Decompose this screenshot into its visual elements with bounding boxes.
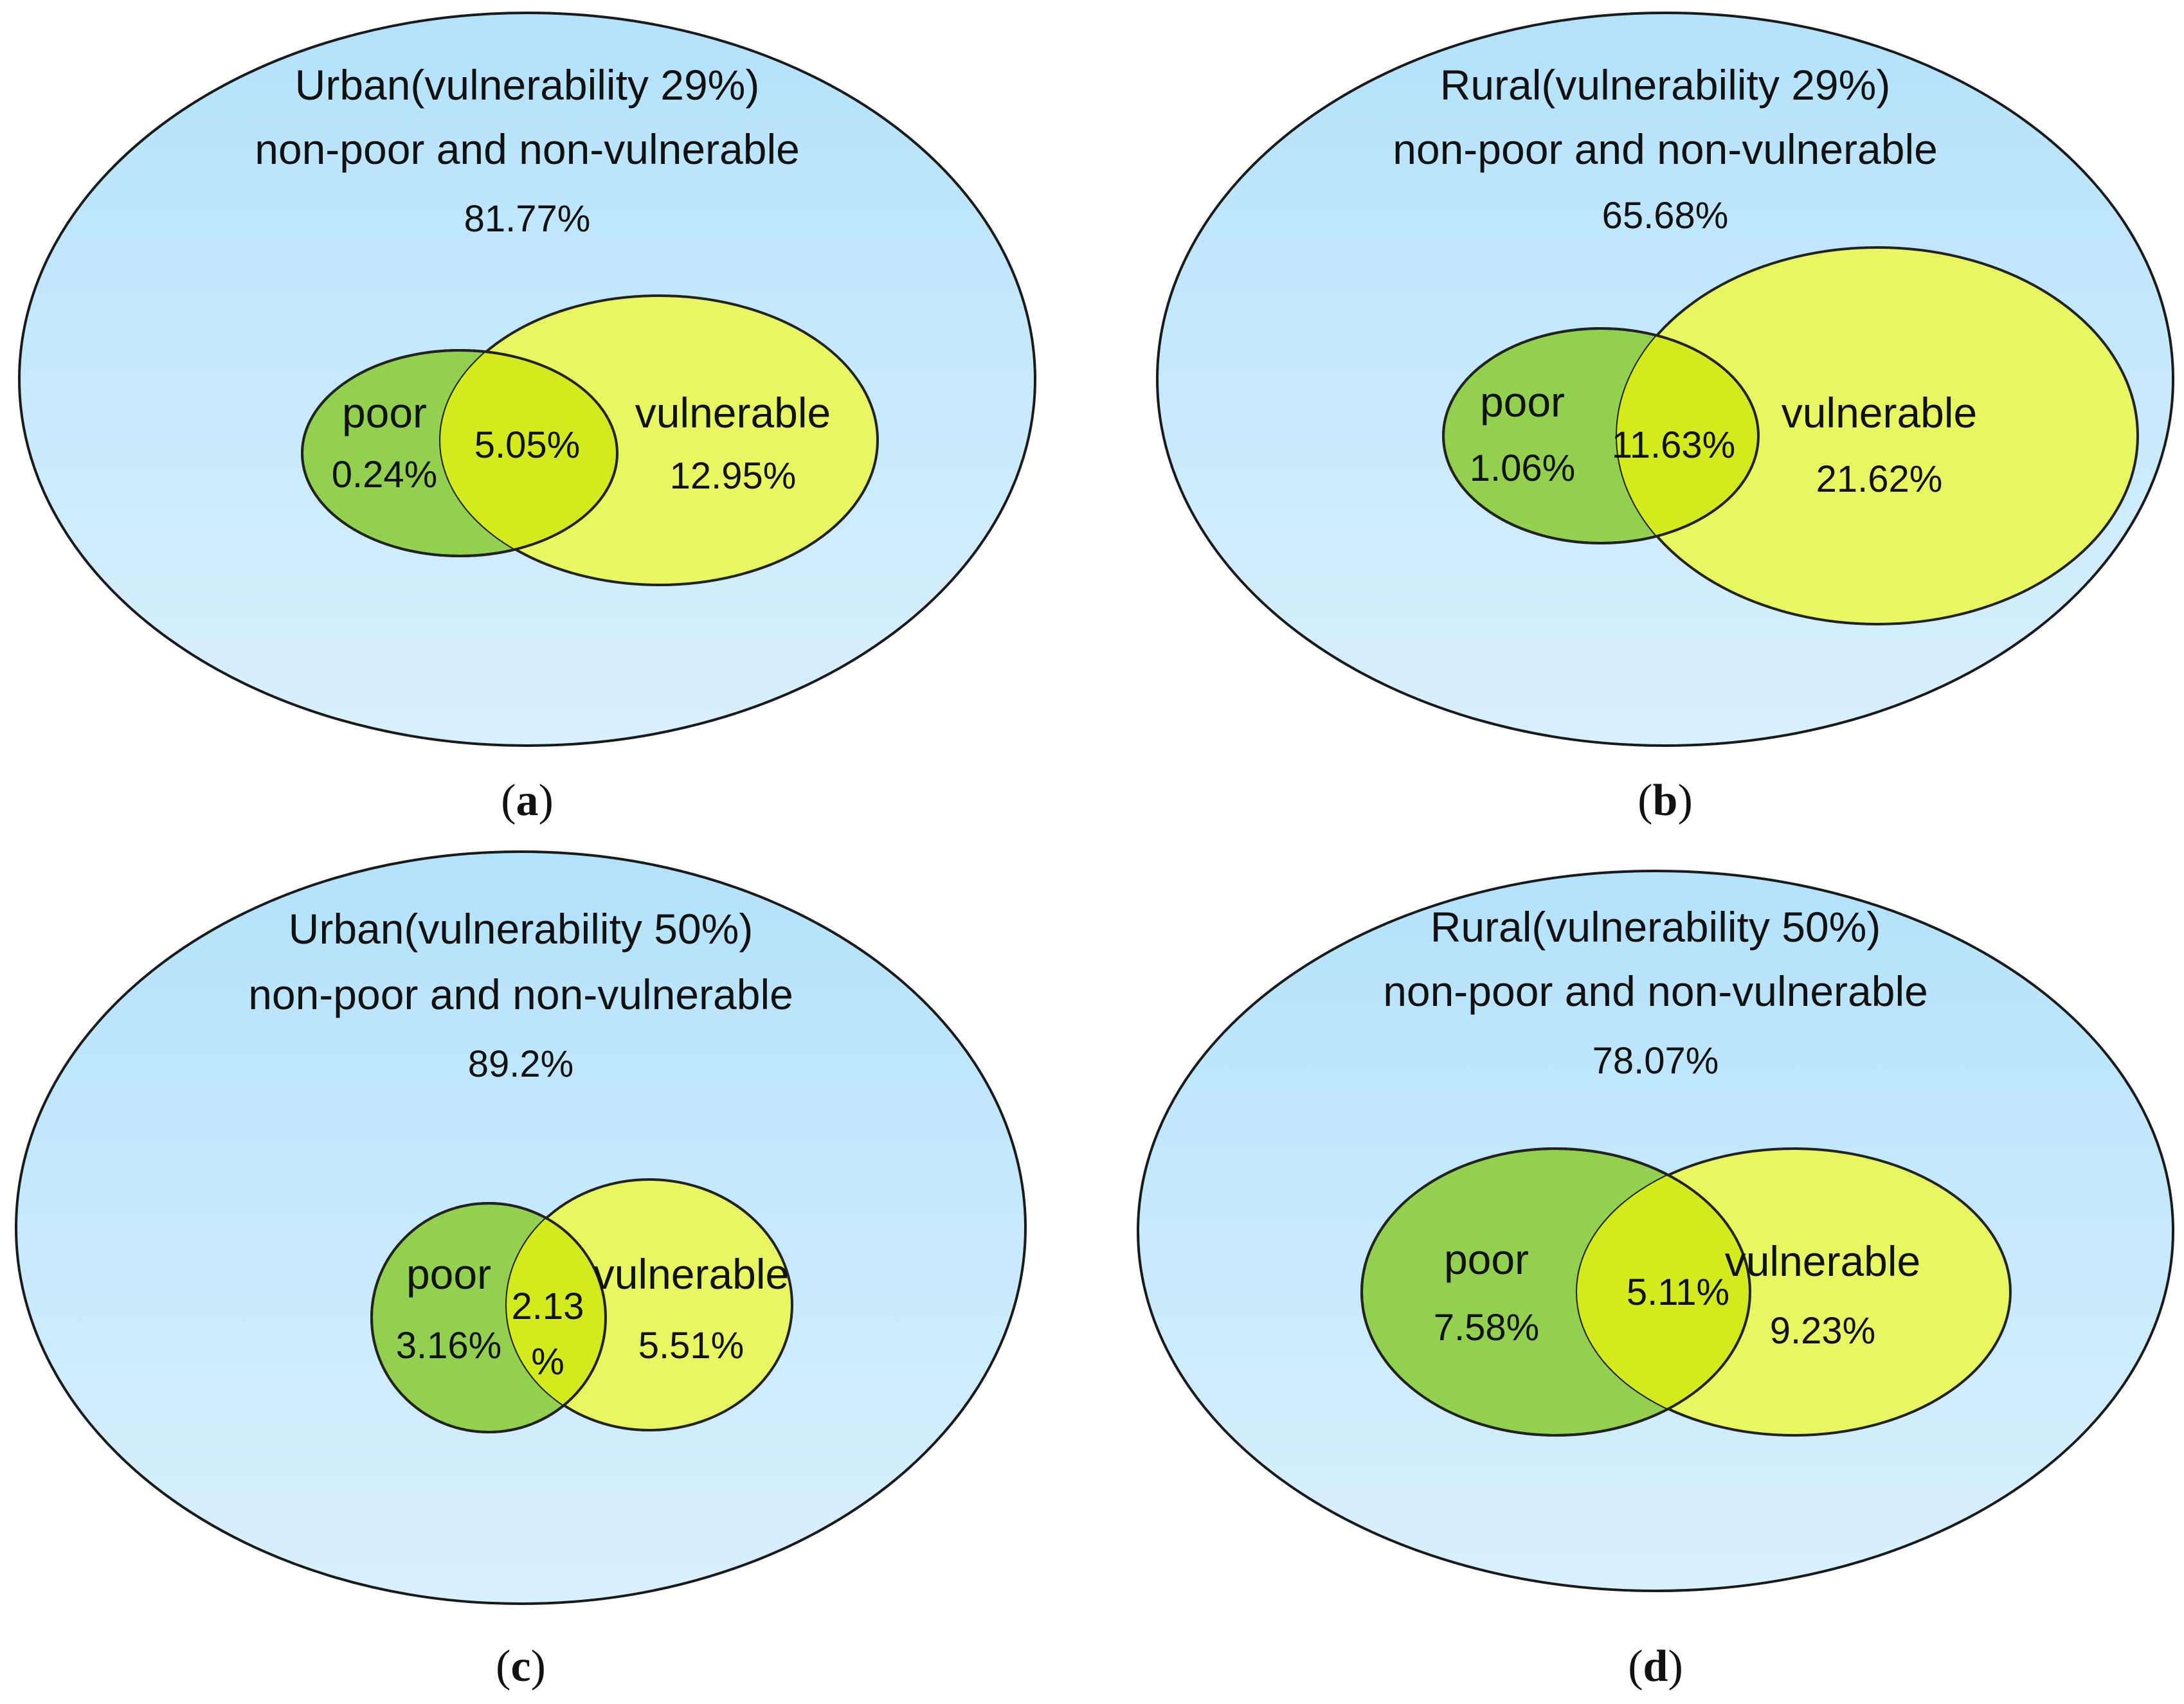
vulnerable-pct-d: 9.23% xyxy=(1770,1310,1875,1352)
poor-label-b: poor xyxy=(1480,378,1565,426)
overlap-pct-b: 11.63% xyxy=(1612,424,1735,466)
vulnerable-pct-b: 21.62% xyxy=(1816,458,1943,500)
poor-pct-b: 1.06% xyxy=(1470,447,1575,489)
poor-pct-a: 0.24% xyxy=(332,454,437,496)
panel-b-title: Rural(vulnerability 29%) xyxy=(1440,61,1891,109)
caption-d: (d) xyxy=(1628,1642,1683,1691)
caption-c: (c) xyxy=(496,1642,546,1691)
panel-c-subtitle: non-poor and non-vulnerable xyxy=(248,971,793,1018)
panel-d-rest-pct: 78.07% xyxy=(1593,1040,1719,1082)
vulnerable-label-b: vulnerable xyxy=(1782,389,1978,436)
poor-outline-b xyxy=(1442,327,1760,544)
overlap-region-d xyxy=(1577,1149,1750,1435)
panel-c: Urban(vulnerability 50%) non-poor and no… xyxy=(15,850,1027,1691)
panel-a-subtitle: non-poor and non-vulnerable xyxy=(255,125,800,173)
poor-pct-c: 3.16% xyxy=(396,1325,501,1367)
panel-b: Rural(vulnerability 29%) non-poor and no… xyxy=(1156,12,2174,825)
caption-a: (a) xyxy=(501,776,554,825)
panel-d-subtitle: non-poor and non-vulnerable xyxy=(1383,967,1928,1015)
panel-d-title: Rural(vulnerability 50%) xyxy=(1430,903,1881,951)
vulnerable-label-c: vulnerable xyxy=(593,1250,790,1298)
poor-pct-d: 7.58% xyxy=(1434,1307,1539,1349)
overlap-pct-a: 5.05% xyxy=(474,424,580,466)
overlap-pct-c-line1: 2.13 xyxy=(512,1286,584,1327)
panel-c-rest-pct: 89.2% xyxy=(468,1043,573,1085)
overlap-pct-c-line2: % xyxy=(531,1341,564,1383)
poor-outline-a xyxy=(301,349,618,557)
panel-a-title: Urban(vulnerability 29%) xyxy=(295,61,760,109)
panel-d: Rural(vulnerability 50%) non-poor and no… xyxy=(1137,870,2174,1691)
panel-a-rest-pct: 81.77% xyxy=(464,198,591,240)
poor-outline-d xyxy=(1360,1147,1751,1437)
overlap-pct-d: 5.11% xyxy=(1627,1271,1729,1313)
caption-b: (b) xyxy=(1638,776,1693,825)
poor-label-a: poor xyxy=(342,389,427,436)
poor-outline-c xyxy=(370,1202,607,1433)
vulnerable-pct-a: 12.95% xyxy=(670,455,797,497)
poor-label-c: poor xyxy=(406,1250,491,1298)
panel-c-title: Urban(vulnerability 50%) xyxy=(289,905,754,953)
panel-b-subtitle: non-poor and non-vulnerable xyxy=(1393,125,1938,173)
vulnerable-label-d: vulnerable xyxy=(1725,1237,1921,1285)
poor-label-d: poor xyxy=(1444,1235,1529,1283)
vulnerable-label-a: vulnerable xyxy=(635,389,831,436)
panel-a: Urban(vulnerability 29%) non-poor and no… xyxy=(18,12,1036,825)
panel-b-rest-pct: 65.68% xyxy=(1602,195,1729,237)
vulnerable-pct-c: 5.51% xyxy=(638,1325,744,1367)
